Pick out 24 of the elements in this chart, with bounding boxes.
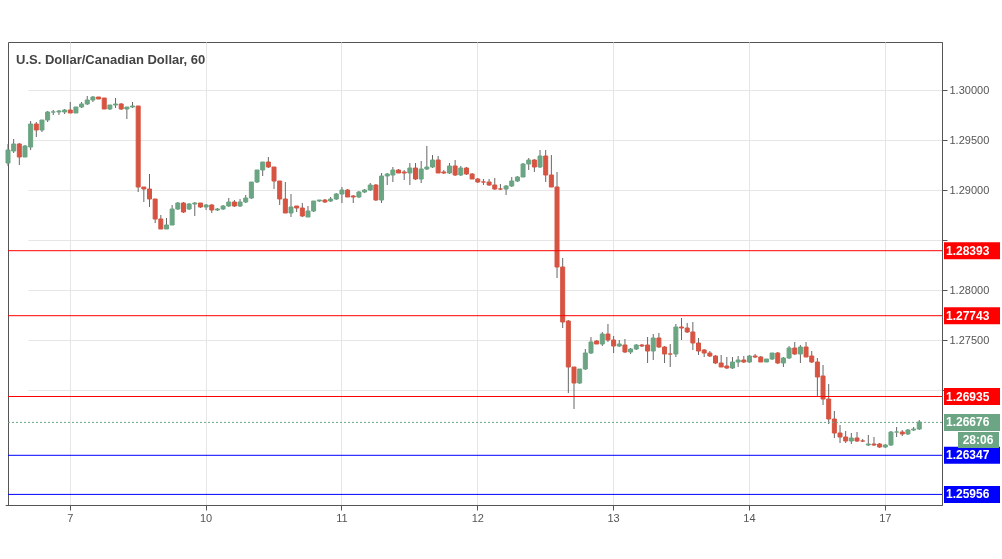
ref-line-label: 1.25956	[946, 487, 990, 502]
x-tick-label: 13	[607, 511, 620, 524]
x-tick-label: 12	[471, 511, 484, 524]
x-tick-label: 10	[199, 511, 213, 524]
y-tick-label: 1.28000	[949, 283, 990, 296]
x-tick-label: 7	[67, 511, 74, 524]
y-tick-label: 1.27500	[949, 333, 990, 346]
ref-line-label: 1.27743	[946, 308, 990, 323]
x-tick-label: 14	[743, 511, 756, 524]
y-tick-label: 1.29000	[949, 183, 990, 196]
x-tick-label: 11	[336, 511, 348, 524]
candlestick	[16, 142, 22, 166]
text: U.S. Dollar/Canadian Dollar, 60	[16, 52, 206, 67]
ref-line-label: 1.26935	[946, 389, 990, 404]
ref-line-label: 1.26347	[946, 448, 990, 463]
ref-line-label: 1.28393	[946, 243, 990, 258]
candlestick	[407, 162, 413, 186]
y-tick-label: 1.29500	[949, 133, 990, 146]
x-tick-label: 17	[879, 511, 892, 524]
y-tick-label: 1.30000	[949, 83, 990, 96]
text: 28:06	[962, 433, 994, 447]
candlestick	[288, 193, 294, 218]
ref-line-label: 1.26676	[946, 415, 990, 430]
candlestick	[650, 333, 656, 361]
